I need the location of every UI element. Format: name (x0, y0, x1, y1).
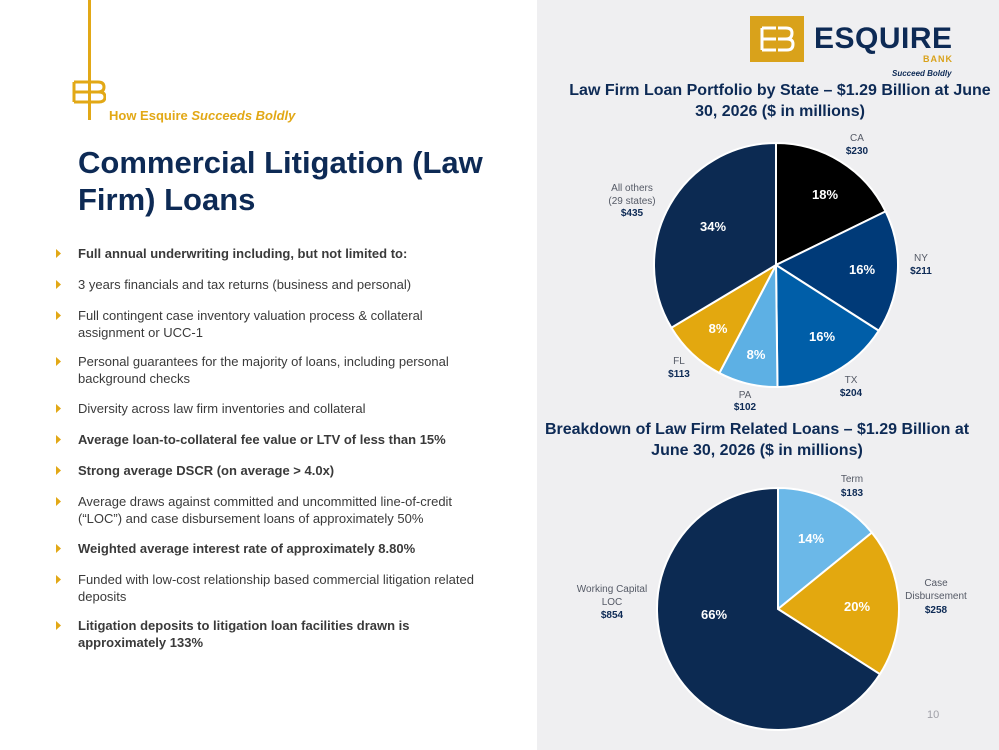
bullet-text: Full annual underwriting including, but … (78, 246, 408, 261)
bullet-arrow-icon (56, 497, 61, 506)
pie-category-label: (29 states) (608, 196, 655, 207)
bullet-arrow-icon (56, 435, 61, 444)
pie-percent-label: 8% (709, 321, 728, 336)
pie-value-label: $854 (601, 610, 624, 621)
pie-percent-label: 20% (844, 599, 870, 614)
bullet-item: Litigation deposits to litigation loan f… (56, 617, 476, 651)
pie-value-label: $211 (910, 266, 932, 277)
pie-percent-label: 34% (700, 219, 726, 234)
pie-category-label: Case (924, 578, 948, 589)
eb-logo-mark-icon (72, 80, 106, 104)
pie-category-label: TX (845, 375, 858, 386)
bullet-item: Average draws against committed and unco… (56, 493, 476, 527)
pie-slice (773, 210, 899, 333)
pie-category-label: Term (841, 474, 863, 485)
pie-value-label: $183 (841, 488, 864, 499)
bullet-item: Weighted average interest rate of approx… (56, 540, 476, 557)
logo-bank: BANK (923, 54, 953, 64)
pie-value-label: $204 (840, 388, 863, 399)
pie-category-label: Disbursement (905, 591, 967, 602)
chart-title-breakdown: Breakdown of Law Firm Related Loans – $1… (544, 421, 970, 459)
pie-category-label: CA (850, 133, 864, 144)
pie-value-label: $113 (668, 369, 690, 380)
bullet-item: Personal guarantees for the majority of … (56, 353, 476, 387)
tagline-prefix: How Esquire (109, 108, 192, 123)
bullet-text: Funded with low-cost relationship based … (78, 572, 474, 604)
bullet-text: Average draws against committed and unco… (78, 494, 453, 526)
bullet-arrow-icon (56, 311, 61, 320)
pie-percent-label: 16% (849, 262, 875, 277)
pie-category-label: Working Capital (577, 584, 647, 595)
bullet-text: Average loan-to-collateral fee value or … (78, 432, 446, 447)
pie-slice (776, 531, 900, 676)
bullet-arrow-icon (56, 280, 61, 289)
pie-slice (775, 141, 887, 267)
tagline-emphasis: Succeeds Boldly (191, 108, 296, 123)
bullet-arrow-icon (56, 404, 61, 413)
bullet-text: Litigation deposits to litigation loan f… (78, 618, 410, 650)
page-title: Commercial Litigation (Law Firm) Loans (78, 145, 483, 217)
bullet-text: Diversity across law firm inventories an… (78, 401, 366, 416)
bullet-item: Full contingent case inventory valuation… (56, 307, 476, 341)
bullet-text: Personal guarantees for the majority of … (78, 354, 449, 386)
bullet-arrow-icon (56, 357, 61, 366)
bullet-item: Full annual underwriting including, but … (56, 245, 476, 262)
bullet-arrow-icon (56, 575, 61, 584)
pie-category-label: NY (914, 253, 928, 264)
bullet-item: Diversity across law firm inventories an… (56, 400, 476, 417)
gold-rule (88, 0, 91, 120)
pie-charts: 18% CA $230 16% NY $211 16% TX $204 8% PA$102 8% FL $… (577, 133, 967, 731)
pie-value-label: $258 (925, 605, 948, 616)
pie-slice (656, 486, 882, 731)
bullet-text: Full contingent case inventory valuation… (78, 308, 423, 340)
pie-category-label: FL (673, 356, 685, 367)
pie-value-label: $230 (846, 146, 869, 157)
bullet-text: 3 years financials and tax returns (busi… (78, 277, 412, 292)
bullet-item: Average loan-to-collateral fee value or … (56, 431, 476, 448)
chart-title-by-state: Law Firm Loan Portfolio by State – $1.29… (569, 82, 991, 120)
pie-percent-label: 14% (798, 531, 824, 546)
pie-category-label: LOC (602, 597, 623, 608)
page-number: 10 (927, 709, 940, 721)
logo-square (750, 16, 804, 62)
bullet-item: Funded with low-cost relationship based … (56, 571, 476, 605)
bullet-arrow-icon (56, 466, 61, 475)
pie-percent-label: 16% (809, 329, 835, 344)
bullet-arrow-icon (56, 249, 61, 258)
tagline: How Esquire Succeeds Boldly (109, 108, 295, 123)
bullet-text: Strong average DSCR (on average > 4.0x) (78, 463, 335, 478)
eb-logo-mark-icon (760, 26, 795, 52)
left-panel: How Esquire Succeeds Boldly Commercial L… (56, 0, 483, 651)
bullet-item: Strong average DSCR (on average > 4.0x) (56, 462, 476, 479)
logo-motto: Succeed Boldly (892, 69, 952, 78)
pie-slice (774, 263, 881, 389)
pie-value-label: $435 (621, 208, 644, 219)
pie-slice (653, 141, 777, 330)
pie-slice (777, 486, 874, 612)
logo-name: ESQUIRE (814, 22, 953, 55)
bullet-item: 3 years financials and tax returns (busi… (56, 276, 476, 293)
bullet-arrow-icon (56, 544, 61, 553)
bullet-text: Weighted average interest rate of approx… (78, 541, 416, 556)
pie-category-label: All others (611, 183, 653, 194)
bullet-arrow-icon (56, 621, 61, 630)
pie-category-label: PA (739, 390, 752, 401)
pie-value-label: $102 (734, 402, 757, 413)
esquire-bank-logo: ESQUIRE BANK Succeed Boldly (750, 16, 953, 80)
pie-percent-label: 18% (812, 187, 838, 202)
pie-percent-label: 8% (747, 347, 766, 362)
pie-percent-label: 66% (701, 607, 727, 622)
